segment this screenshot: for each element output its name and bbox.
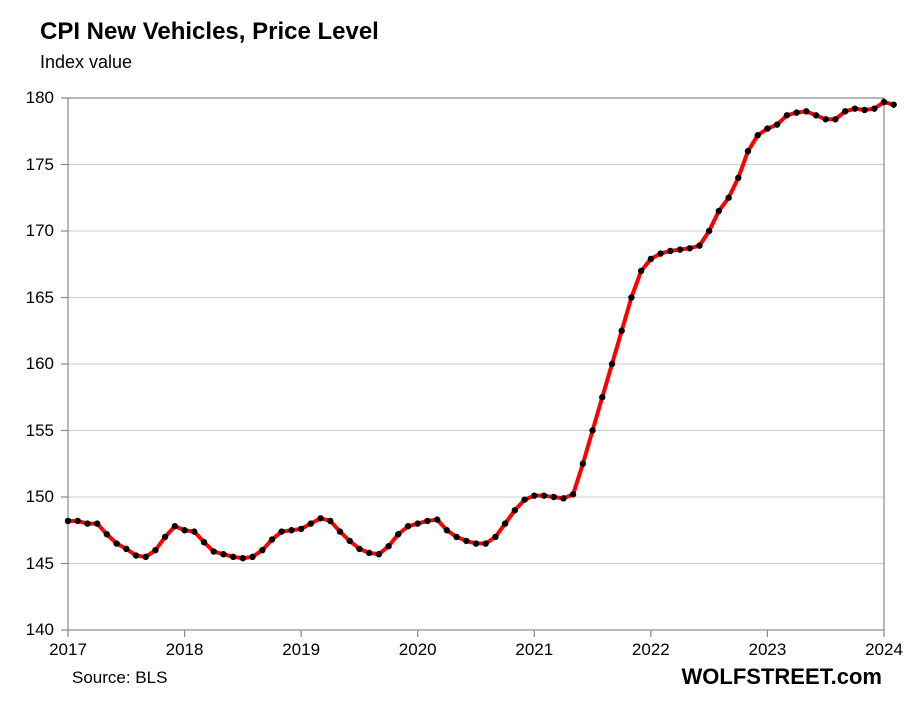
x-tick-label: 2017: [38, 640, 98, 660]
x-tick-label: 2018: [155, 640, 215, 660]
y-tick-label: 180: [0, 88, 54, 108]
branding-text: WOLFSTREET.com: [682, 664, 882, 690]
source-text: Source: BLS: [72, 668, 167, 688]
y-tick-label: 140: [0, 620, 54, 640]
y-tick-label: 170: [0, 221, 54, 241]
x-tick-label: 2021: [504, 640, 564, 660]
x-tick-label: 2024: [854, 640, 910, 660]
y-tick-label: 175: [0, 155, 54, 175]
x-tick-label: 2019: [271, 640, 331, 660]
chart-container: CPI New Vehicles, Price Level Index valu…: [0, 0, 910, 706]
y-tick-label: 155: [0, 421, 54, 441]
y-tick-label: 150: [0, 487, 54, 507]
x-tick-label: 2023: [737, 640, 797, 660]
x-tick-label: 2022: [621, 640, 681, 660]
plot-svg: [0, 0, 910, 706]
y-tick-label: 165: [0, 288, 54, 308]
y-tick-label: 145: [0, 554, 54, 574]
x-tick-label: 2020: [388, 640, 448, 660]
y-tick-label: 160: [0, 354, 54, 374]
